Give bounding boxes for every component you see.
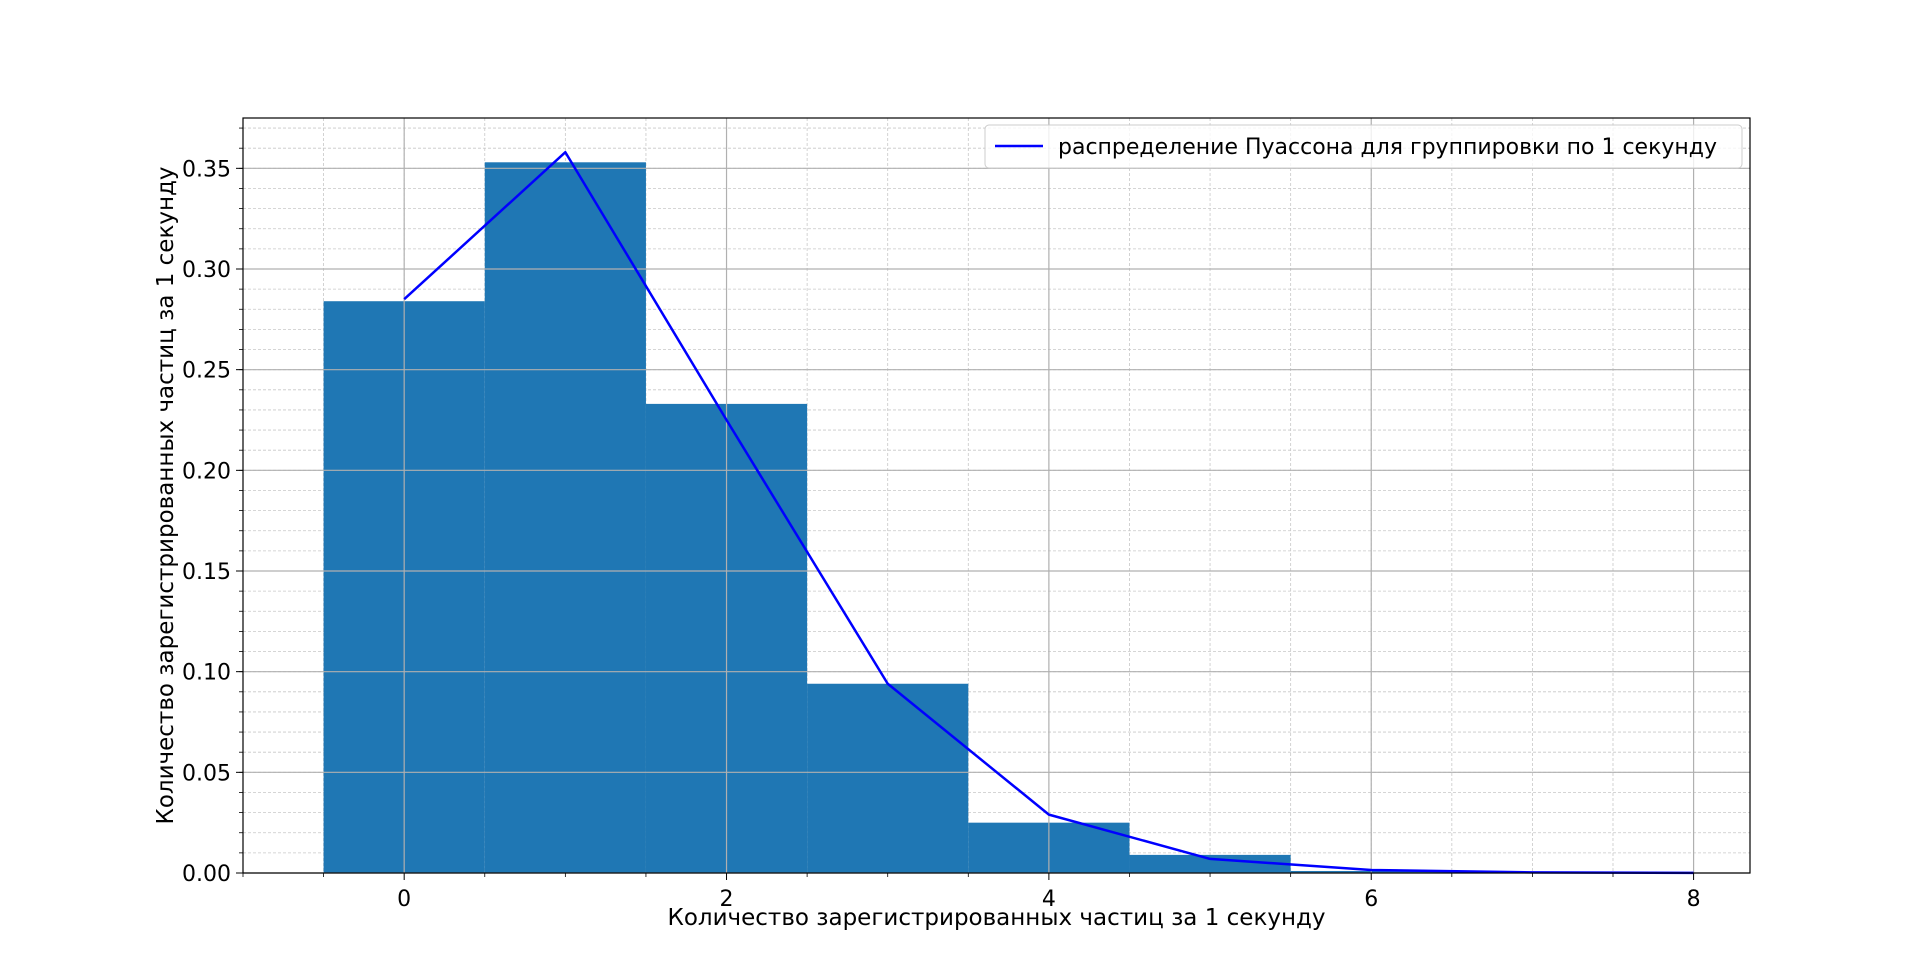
plot-frame: [242, 117, 1751, 874]
y-axis-ticks: 0.00 0.05 0.10 0.15 0.20 0.25 0.30 0.35: [182, 127, 243, 887]
histogram-bar: [1129, 854, 1291, 873]
y-tick-label: 0.00: [182, 862, 231, 887]
x-axis-label: Количество зарегистрированных частиц за …: [667, 905, 1325, 931]
histogram-bars: [323, 162, 1452, 873]
y-tick-label: 0.30: [182, 258, 231, 283]
y-axis-label: Количество зарегистрированных частиц за …: [153, 166, 179, 824]
legend-entry-label: распределение Пуассона для группировки п…: [1058, 135, 1717, 160]
x-tick-label: 8: [1687, 887, 1701, 912]
histogram-bar: [484, 162, 646, 873]
legend: распределение Пуассона для группировки п…: [984, 124, 1743, 169]
x-axis-ticks: 0 2 4 6 8: [242, 873, 1701, 912]
legend-box: [984, 124, 1743, 169]
y-tick-label: 0.05: [182, 761, 231, 786]
x-tick-label: 6: [1364, 887, 1378, 912]
histogram-bar: [807, 683, 969, 873]
x-tick-label: 0: [397, 887, 411, 912]
y-tick-label: 0.10: [182, 661, 231, 686]
y-tick-label: 0.25: [182, 359, 231, 384]
x-tick-label: 2: [720, 887, 734, 912]
y-tick-label: 0.15: [182, 560, 231, 585]
poisson-series-line: [403, 150, 1694, 875]
y-tick-label: 0.35: [182, 157, 231, 182]
y-tick-label: 0.20: [182, 459, 231, 484]
poisson-line-layer: [403, 150, 1694, 875]
x-tick-label: 4: [1042, 887, 1056, 912]
